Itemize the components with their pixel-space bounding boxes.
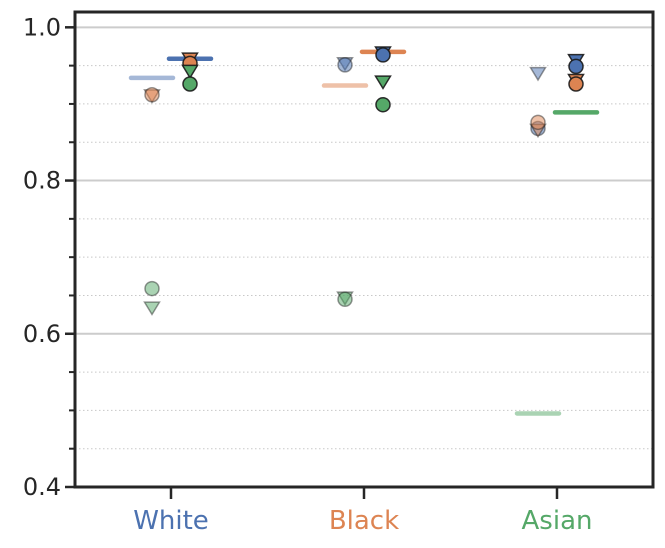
- data-marks: [128, 46, 600, 416]
- data-point-triangle: [529, 66, 547, 82]
- axes: [65, 10, 655, 499]
- data-point-triangle: [143, 301, 161, 316]
- data-point-triangle: [374, 75, 392, 90]
- data-point-circle: [375, 96, 391, 113]
- data-point-circle: [337, 57, 353, 73]
- plot-frame: [73, 10, 655, 489]
- tick-labels: 0.4 0.6 0.8 1.0 White Black Asian: [23, 13, 593, 536]
- y-tick-label: 0.4: [23, 473, 61, 501]
- data-point-circle: [337, 291, 353, 308]
- grid-lines: [75, 26, 653, 450]
- data-point-circle: [182, 76, 198, 92]
- x-category-label: Asian: [522, 506, 593, 536]
- data-point-circle: [144, 86, 160, 103]
- data-point-circle: [144, 280, 160, 297]
- x-category-label: White: [133, 506, 209, 536]
- y-tick-label: 0.6: [23, 320, 61, 348]
- x-category-label: Black: [329, 506, 399, 536]
- data-point-triangle: [181, 64, 199, 80]
- data-point-circle: [530, 114, 546, 131]
- data-point-circle: [375, 47, 391, 63]
- data-point-circle: [568, 58, 584, 75]
- y-tick-label: 0.8: [23, 167, 61, 195]
- data-point-circle: [568, 76, 584, 92]
- y-tick-label: 1.0: [23, 13, 61, 41]
